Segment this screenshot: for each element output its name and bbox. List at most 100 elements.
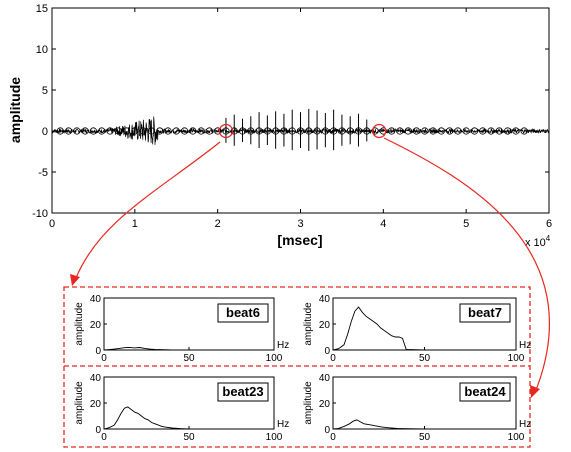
beat-marker (230, 127, 238, 135)
subplot-ylabel: amplitude (303, 302, 314, 346)
subplot-xtick-label: 100 (508, 432, 525, 443)
beat-marker (214, 127, 222, 135)
subplot-xtick-label: 0 (330, 432, 336, 443)
beat-marker (164, 127, 172, 135)
beat-marker (313, 127, 321, 135)
subplot-spectrum-line (332, 306, 516, 351)
highlighted-beat-circle (218, 123, 234, 139)
subplot-xtick-label: 100 (266, 432, 283, 443)
subplot-x-unit: Hz (277, 340, 289, 351)
beat-marker (98, 127, 106, 135)
connector-left-arrow (70, 274, 80, 286)
main-xlabel: [msec] (277, 232, 322, 248)
beat-marker (487, 127, 495, 135)
subplot-ylabel: amplitude (303, 381, 314, 425)
subplot-spectrum-line (332, 419, 516, 430)
beat-marker (296, 127, 305, 135)
subplot-ytick-label: 0 (95, 346, 101, 357)
subplot-spectrum-line (103, 406, 274, 430)
subplot-xtick-label: 100 (266, 353, 283, 364)
subplot-xtick-label: 0 (330, 353, 336, 364)
highlighted-beat-circle (372, 123, 387, 139)
main-ytick-label: -5 (38, 167, 48, 179)
beat-marker (73, 127, 81, 135)
beat-marker (520, 127, 528, 135)
beat-marker (255, 127, 263, 135)
beat-marker (512, 127, 520, 135)
main-xtick-label: 5 (463, 218, 469, 230)
main-xtick-label: 2 (215, 218, 221, 230)
subplot-ytick-label: 0 (95, 425, 101, 436)
beat-marker (156, 127, 164, 135)
beat-marker (222, 127, 230, 135)
beat-marker (503, 127, 512, 135)
beat-marker (172, 127, 180, 135)
beat-marker (247, 127, 255, 135)
main-ytick-label: -10 (32, 208, 48, 220)
main-ytick-label: 10 (36, 44, 48, 56)
beat-marker (56, 127, 64, 135)
beat-marker (321, 127, 329, 135)
beat-marker (445, 127, 454, 135)
beat-marker (330, 127, 338, 135)
beat-marker (363, 127, 371, 135)
subplot-xtick-label: 100 (508, 353, 525, 364)
subplot-title: beat6 (226, 305, 260, 320)
beat-marker (462, 127, 470, 135)
beat-marker (288, 127, 296, 135)
main-ytick-label: 0 (42, 126, 48, 138)
main-plot-frame (51, 7, 550, 214)
subplot-title: beat24 (464, 384, 506, 399)
subplot-x-unit: Hz (277, 419, 289, 430)
main-xtick-label: 4 (380, 218, 386, 230)
main-xtick-label: 0 (49, 218, 55, 230)
connector-left (75, 141, 221, 279)
subplot-title: beat7 (468, 305, 502, 320)
beat-marker (89, 127, 98, 135)
main-xtick-label: 3 (297, 218, 303, 230)
beat-marker (272, 127, 280, 135)
subplot-ytick-label: 20 (90, 320, 102, 331)
subplot-ytick-label: 0 (324, 425, 330, 436)
beat-marker (131, 127, 139, 135)
subplot-ylabel: amplitude (74, 381, 85, 425)
subplot-title: beat23 (222, 384, 263, 399)
beat-marker (180, 127, 189, 135)
beat-marker (429, 127, 437, 135)
main-ytick-label: 5 (42, 85, 48, 97)
beat-marker (421, 127, 429, 135)
subplot-x-unit: Hz (519, 340, 531, 351)
beat-marker (379, 127, 387, 135)
beat-marker (371, 127, 379, 135)
subplot-ytick-label: 40 (319, 373, 331, 384)
subplot-ytick-label: 40 (319, 294, 331, 305)
beat-marker (280, 127, 288, 135)
beat-marker (147, 127, 155, 135)
beat-marker (305, 127, 313, 135)
subplot-ytick-label: 20 (319, 320, 331, 331)
subplot-xtick-label: 50 (419, 432, 431, 443)
subplot-ytick-label: 20 (90, 399, 102, 410)
main-x-scale-label: x 104 (525, 234, 551, 249)
beat-marker (396, 127, 404, 135)
subplots-box (63, 286, 531, 448)
subplot-title-box (217, 303, 269, 323)
subplots: 0 50 100 0 20 40 amplitude Hz beat6 0 50 100 0 20 40 am… (74, 294, 531, 443)
subplot-x-unit: Hz (519, 419, 531, 430)
subplot-title-box (459, 303, 511, 323)
beat-marker (412, 127, 421, 135)
subplot-xtick-label: 0 (101, 353, 107, 364)
connector-right-arrow (530, 385, 540, 398)
beat-marker (189, 127, 197, 135)
main-xtick-label: 1 (132, 218, 138, 230)
beat-marker (263, 127, 271, 135)
beat-marker (122, 127, 131, 135)
beat-marker (470, 127, 479, 135)
subplot-xtick-label: 0 (101, 432, 107, 443)
subplot-title-box (459, 382, 511, 402)
main-ylabel: amplitude (7, 77, 23, 143)
subplot-ytick-label: 0 (324, 346, 330, 357)
beat-marker (205, 127, 213, 135)
main-plot-content: 0 1 2 3 4 5 6 -10 -5 0 5 10 15 (32, 3, 552, 230)
